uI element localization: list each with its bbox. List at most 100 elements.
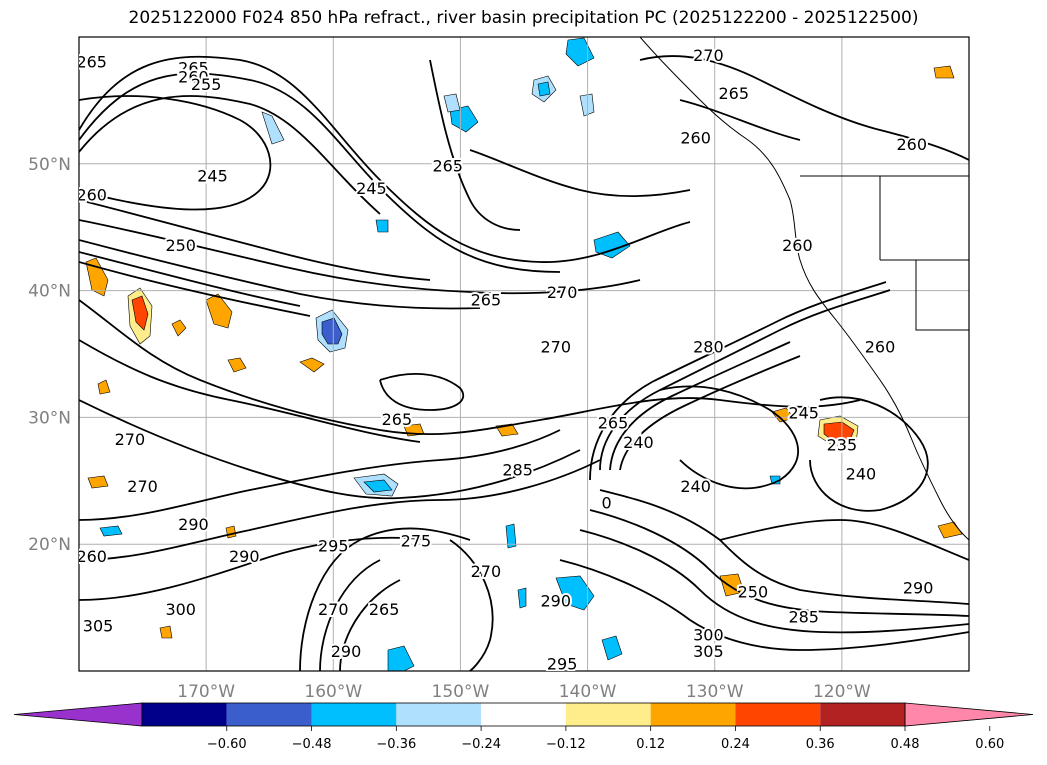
contour-label: 305 <box>83 617 114 636</box>
shade-blob <box>97 379 111 395</box>
contour-label: 250 <box>165 236 196 255</box>
contour-line <box>79 199 431 281</box>
shade-blob <box>99 525 123 537</box>
contour-label: 260 <box>897 135 928 154</box>
contour-label: 270 <box>547 283 578 302</box>
contour-label: 265 <box>432 156 463 175</box>
contour-label: 270 <box>318 600 349 619</box>
contour-label: 245 <box>197 166 228 185</box>
lon-label: 150°W <box>432 682 490 702</box>
contour-label: 260 <box>76 547 107 566</box>
contour-line <box>469 149 691 197</box>
precipitation-shading <box>85 37 963 671</box>
contour-line <box>79 95 272 211</box>
colorbar-segment <box>820 703 905 726</box>
contour-line <box>79 55 691 263</box>
shade-blob <box>375 219 389 233</box>
contour-line <box>599 289 891 471</box>
colorbar-tick-label: 0.60 <box>975 737 1004 752</box>
contour-label: 265 <box>369 600 400 619</box>
colorbar-tick-label: −0.12 <box>546 737 586 752</box>
shade-blob <box>87 475 109 489</box>
contour-line <box>429 59 521 231</box>
contour-label: 300 <box>165 600 196 619</box>
contour-label: 295 <box>318 537 349 556</box>
shade-blob <box>505 523 517 549</box>
map-frame <box>78 36 970 672</box>
contour-label: 235 <box>827 435 858 454</box>
contour-label: 260 <box>782 236 813 255</box>
shade-blob <box>227 357 247 373</box>
contour-label: 240 <box>623 433 654 452</box>
contour-line <box>619 355 801 471</box>
shade-blob <box>555 575 595 611</box>
shade-blob <box>933 65 955 79</box>
border-line <box>800 175 969 331</box>
contour-line <box>79 251 301 307</box>
shade-blob <box>517 587 527 609</box>
contour-label: 270 <box>471 562 502 581</box>
contour-label: 290 <box>331 642 362 661</box>
contour-line <box>679 99 801 141</box>
contour-line <box>589 281 887 481</box>
shade-blob <box>449 105 479 133</box>
contour-label: 285 <box>788 608 819 627</box>
colorbar-segment <box>735 703 821 726</box>
contour-line <box>599 489 969 605</box>
contour-label: 265 <box>719 84 750 103</box>
contour-line <box>79 459 601 561</box>
contour-label: 265 <box>471 291 502 310</box>
contour-label: 280 <box>693 338 724 357</box>
contour-label: 260 <box>178 68 209 87</box>
contour-line <box>79 239 481 310</box>
lon-label: 130°W <box>686 682 744 702</box>
contour-line <box>639 55 969 161</box>
colorbar-segment <box>311 703 397 726</box>
colorbar <box>13 702 1034 727</box>
contour-label: 265 <box>382 410 413 429</box>
contour-line <box>659 385 799 490</box>
contour-line <box>809 396 929 512</box>
contour-label: 300 <box>693 625 724 644</box>
shade-blob <box>601 635 623 661</box>
colorbar-tick-label: −0.60 <box>207 737 247 752</box>
gridlines <box>79 37 969 671</box>
lon-label: 140°W <box>559 682 617 702</box>
coastline <box>639 37 969 541</box>
contour-line <box>79 219 641 295</box>
shade-blob <box>387 645 415 671</box>
colorbar-segment <box>650 703 736 726</box>
shade-blob <box>537 81 551 97</box>
shade-blob <box>593 231 631 259</box>
shade-blob <box>159 625 173 639</box>
contour-line <box>609 341 791 471</box>
map-area <box>79 37 969 671</box>
contour-label: 290 <box>903 579 934 598</box>
contour-label: 285 <box>502 461 533 480</box>
colorbar-segment <box>142 703 227 726</box>
colorbar-tick-label: 0.36 <box>806 737 835 752</box>
lon-label: 120°W <box>813 682 871 702</box>
contour-label: 290 <box>541 591 572 610</box>
shade-blob <box>299 357 325 373</box>
colorbar-tick-label: −0.36 <box>376 737 416 752</box>
contour-line <box>449 539 494 671</box>
contour-line <box>299 527 471 671</box>
contour-label: 265 <box>598 414 629 433</box>
refractivity-contours <box>79 55 969 671</box>
shade-blob <box>131 295 149 331</box>
contour-line <box>589 509 969 617</box>
colorbar-segment <box>396 703 482 726</box>
contour-label: 290 <box>178 515 209 534</box>
contour-label: 290 <box>229 547 260 566</box>
shade-blob <box>771 407 795 423</box>
colorbar-segment <box>565 703 651 726</box>
contour-line <box>719 519 969 561</box>
colorbar-ticks: −0.60 −0.48 −0.36 −0.24 −0.12 0.12 0.24 0.36 0.4… <box>207 726 1004 752</box>
contour-line <box>579 529 969 634</box>
shade-blob <box>85 257 109 297</box>
contour-label: 0 <box>602 494 612 513</box>
contour-line <box>79 536 431 601</box>
shade-blob <box>225 525 237 539</box>
